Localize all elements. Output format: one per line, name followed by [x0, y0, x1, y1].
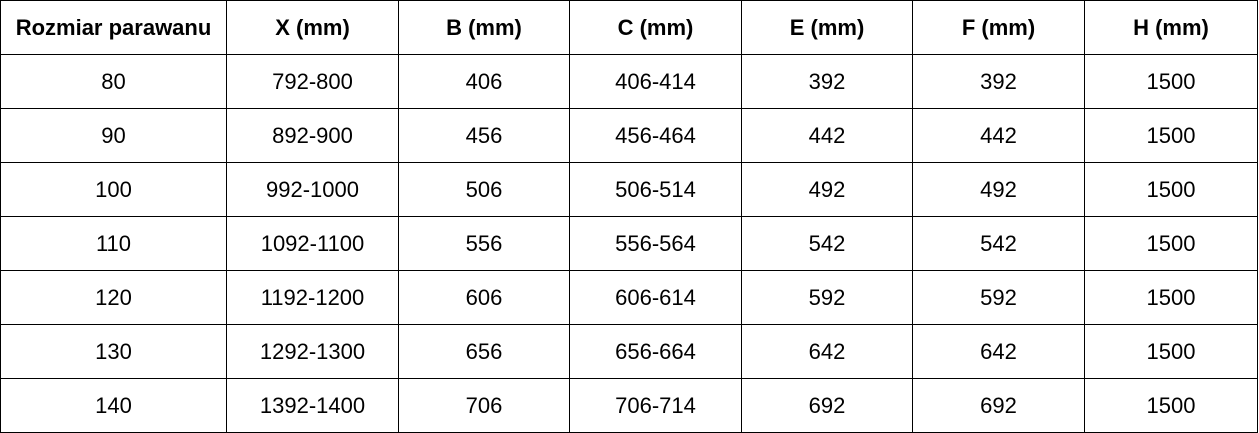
table-cell: 606: [398, 270, 570, 325]
table-cell: 406-414: [569, 54, 742, 109]
table-cell: 692: [741, 378, 913, 433]
table-row: 140 1392-1400 706 706-714 692 692 1500: [0, 378, 1258, 433]
table-cell: 442: [741, 108, 913, 163]
table-cell: 442: [912, 108, 1085, 163]
table-cell: 642: [741, 324, 913, 379]
column-header: C (mm): [569, 0, 742, 55]
table-row: 130 1292-1300 656 656-664 642 642 1500: [0, 324, 1258, 379]
table-cell: 140: [0, 378, 227, 433]
table-cell: 120: [0, 270, 227, 325]
table-row: 120 1192-1200 606 606-614 592 592 1500: [0, 270, 1258, 325]
table-row: 110 1092-1100 556 556-564 542 542 1500: [0, 216, 1258, 271]
table-cell: 392: [912, 54, 1085, 109]
table-cell: 1500: [1084, 162, 1258, 217]
table-cell: 992-1000: [226, 162, 399, 217]
table-cell: 1292-1300: [226, 324, 399, 379]
column-header: B (mm): [398, 0, 570, 55]
table-cell: 1500: [1084, 216, 1258, 271]
table-cell: 892-900: [226, 108, 399, 163]
table-cell: 606-614: [569, 270, 742, 325]
table-cell: 456: [398, 108, 570, 163]
column-header: X (mm): [226, 0, 399, 55]
table-cell: 706-714: [569, 378, 742, 433]
table-cell: 492: [741, 162, 913, 217]
table-cell: 692: [912, 378, 1085, 433]
table-cell: 406: [398, 54, 570, 109]
table-cell: 1092-1100: [226, 216, 399, 271]
table-cell: 1500: [1084, 54, 1258, 109]
table-cell: 706: [398, 378, 570, 433]
table-cell: 556-564: [569, 216, 742, 271]
table-row: 100 992-1000 506 506-514 492 492 1500: [0, 162, 1258, 217]
table-header: Rozmiar parawanu X (mm) B (mm) C (mm) E (mm)…: [0, 0, 1258, 55]
table-row: 90 892-900 456 456-464 442 442 1500: [0, 108, 1258, 163]
table-cell: 1192-1200: [226, 270, 399, 325]
header-row: Rozmiar parawanu X (mm) B (mm) C (mm) E (mm)…: [0, 0, 1258, 55]
table-cell: 1500: [1084, 270, 1258, 325]
table-cell: 80: [0, 54, 227, 109]
table-cell: 1392-1400: [226, 378, 399, 433]
table-cell: 100: [0, 162, 227, 217]
table-cell: 492: [912, 162, 1085, 217]
table-cell: 506-514: [569, 162, 742, 217]
table-cell: 656: [398, 324, 570, 379]
table-cell: 456-464: [569, 108, 742, 163]
table-cell: 90: [0, 108, 227, 163]
table-cell: 1500: [1084, 324, 1258, 379]
table-cell: 642: [912, 324, 1085, 379]
table-cell: 1500: [1084, 108, 1258, 163]
column-header: F (mm): [912, 0, 1085, 55]
table-cell: 392: [741, 54, 913, 109]
table-cell: 556: [398, 216, 570, 271]
table-cell: 110: [0, 216, 227, 271]
table-row: 80 792-800 406 406-414 392 392 1500: [0, 54, 1258, 109]
table-cell: 792-800: [226, 54, 399, 109]
table-cell: 542: [912, 216, 1085, 271]
table-cell: 592: [912, 270, 1085, 325]
table-cell: 130: [0, 324, 227, 379]
table-body: 80 792-800 406 406-414 392 392 1500 90 892-900 45…: [0, 54, 1258, 433]
table-cell: 592: [741, 270, 913, 325]
table-cell: 1500: [1084, 378, 1258, 433]
column-header: Rozmiar parawanu: [0, 0, 227, 55]
column-header: E (mm): [741, 0, 913, 55]
column-header: H (mm): [1084, 0, 1258, 55]
table-cell: 656-664: [569, 324, 742, 379]
table-cell: 506: [398, 162, 570, 217]
table-cell: 542: [741, 216, 913, 271]
